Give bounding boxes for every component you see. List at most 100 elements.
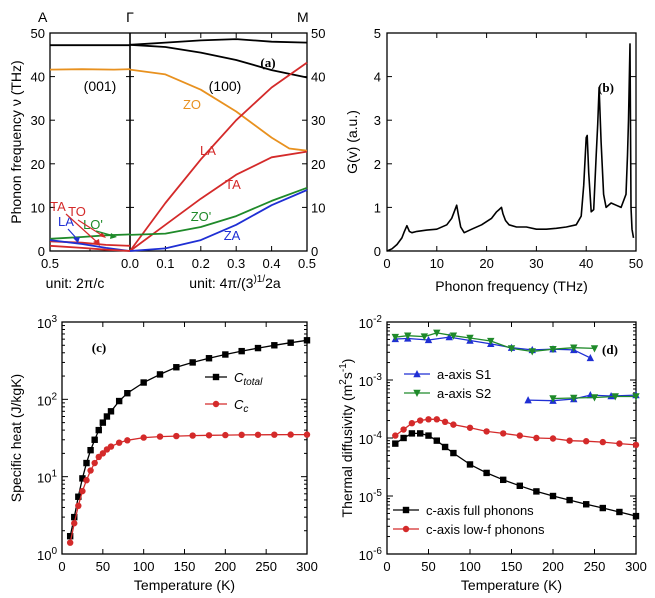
branch-annotation: LA xyxy=(200,143,216,158)
data-point xyxy=(205,432,213,439)
panel-label-d: (d) xyxy=(602,342,618,357)
tick-exponent: 2 xyxy=(51,391,57,402)
data-point xyxy=(75,493,82,500)
x-tick-label-d: 300 xyxy=(625,559,647,574)
y-axis-label-d: Thermal diffusivity (m2s-1) xyxy=(338,359,355,518)
y-tick-label-left: 0 xyxy=(38,244,45,259)
y-tick-label-c: 101 xyxy=(37,469,57,486)
branch-right-topoptical2 xyxy=(129,43,308,79)
legend-label-d: c-axis low-f phonons xyxy=(426,522,545,537)
direction-label-100: (100) xyxy=(209,78,242,94)
x-axis-label-b: Phonon frequency (THz) xyxy=(435,278,588,294)
x-tick-label-b: 10 xyxy=(430,256,444,271)
data-point xyxy=(524,396,532,404)
y-tick-label-b: 1 xyxy=(374,200,381,215)
data-point xyxy=(87,446,94,454)
data-point xyxy=(500,430,507,437)
unit-tail: 2a xyxy=(265,275,281,291)
data-point xyxy=(87,467,94,474)
data-point xyxy=(632,441,640,449)
y-tick-label-d: 10-3 xyxy=(359,372,383,389)
data-point xyxy=(287,431,294,438)
x-axis-label-d: Temperature (K) xyxy=(461,577,562,593)
data-point xyxy=(417,430,424,437)
legend-subscript: c xyxy=(243,404,248,415)
branch-right-topoptical1 xyxy=(129,38,308,46)
data-point xyxy=(392,440,399,447)
data-point xyxy=(533,488,540,495)
tick-base: 10 xyxy=(359,490,373,505)
data-point xyxy=(590,345,599,353)
lo-pointer-head xyxy=(110,233,117,239)
x-tick-label-d: 250 xyxy=(584,559,606,574)
data-point xyxy=(425,432,432,439)
x-tick-label-d: 150 xyxy=(501,559,523,574)
data-point xyxy=(140,379,147,386)
to-pointer xyxy=(77,219,104,237)
panel-label-b: (b) xyxy=(598,80,614,95)
y-tick-label-right: 30 xyxy=(311,113,325,128)
x-tick-label-c: 150 xyxy=(174,559,196,574)
legend-marker xyxy=(212,373,220,381)
legend-label-d: a-axis S2 xyxy=(437,386,491,401)
ta-pointer xyxy=(65,213,99,244)
x-tick-label-d: 0 xyxy=(383,559,390,574)
panel-b-frame xyxy=(386,32,637,252)
data-point xyxy=(115,397,123,405)
branch-annotation: TO xyxy=(68,204,86,219)
y-tick-label-c: 100 xyxy=(37,546,57,563)
y-tick-label-b: 0 xyxy=(374,244,381,259)
label-Gamma: Γ xyxy=(126,9,134,25)
legend-marker xyxy=(212,400,220,408)
label-A: A xyxy=(38,9,48,25)
data-point xyxy=(516,482,523,489)
data-point xyxy=(404,332,412,340)
data-point xyxy=(445,333,453,341)
series-line-a-axis-S2 xyxy=(395,332,595,353)
legend-symbol: C xyxy=(234,370,244,385)
x-tick-label-b: 20 xyxy=(479,256,493,271)
data-point xyxy=(83,459,90,467)
data-point xyxy=(425,416,432,423)
tick-base: 10 xyxy=(359,432,373,447)
panel-d-frame xyxy=(386,321,637,555)
data-point xyxy=(254,344,262,352)
tick-exponent: -5 xyxy=(373,488,382,499)
data-point xyxy=(392,432,399,439)
tick-base: 10 xyxy=(37,316,51,331)
legend-marker xyxy=(402,506,410,514)
data-point xyxy=(583,438,590,445)
x-tick-label-left: 0.0 xyxy=(121,256,139,271)
data-point xyxy=(466,424,474,431)
branch-right-ZO xyxy=(129,68,308,152)
branch-annotation: ZO xyxy=(183,97,201,112)
legend-subscript: total xyxy=(243,377,263,388)
data-point xyxy=(173,364,180,371)
data-point xyxy=(408,430,416,437)
legend-label-c: Cc xyxy=(234,397,248,415)
data-point xyxy=(566,496,573,504)
data-point xyxy=(450,449,457,457)
direction-label-001: (001) xyxy=(84,78,117,94)
x-tick-label-c: 100 xyxy=(133,559,155,574)
data-point xyxy=(238,431,245,439)
data-point xyxy=(156,371,164,378)
panel-label-a: (a) xyxy=(260,55,275,70)
ylabel-part: Thermal diffusivity (m xyxy=(339,385,355,518)
tick-exponent: 1 xyxy=(51,469,57,480)
y-tick-label-d: 10-2 xyxy=(359,314,383,331)
data-point xyxy=(254,431,262,438)
data-point xyxy=(66,532,74,540)
x-tick-label-d: 50 xyxy=(421,559,435,574)
x-tick-label-b: 0 xyxy=(383,256,390,271)
data-point xyxy=(83,477,90,484)
y-tick-label-left: 30 xyxy=(31,113,45,128)
branch-annotation: TA xyxy=(225,177,241,192)
x-tick-label-d: 100 xyxy=(459,559,481,574)
data-point xyxy=(616,508,623,516)
data-point xyxy=(507,345,516,353)
data-point xyxy=(500,476,507,484)
data-point xyxy=(271,431,278,438)
